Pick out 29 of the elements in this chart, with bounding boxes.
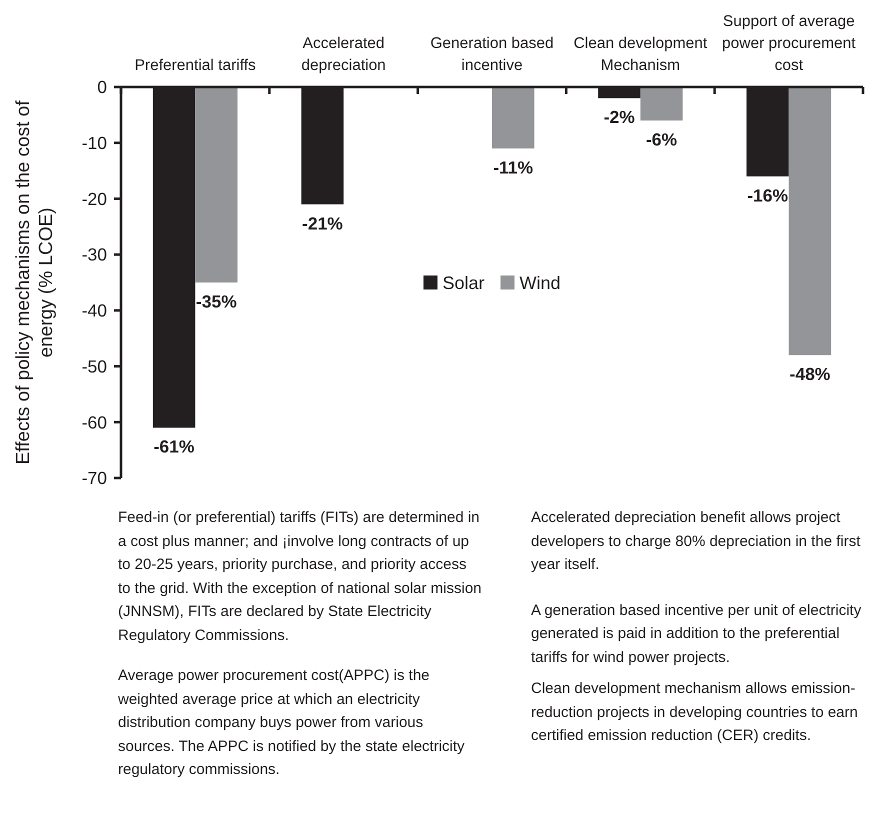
y-tick-label: -10 xyxy=(82,132,108,153)
data-label: -35% xyxy=(196,292,238,312)
y-tick-label: -40 xyxy=(82,300,108,321)
text: A generation based incentive per unit of electricity generated is paid in addition to the preferential tariffs for wind power projects. xyxy=(531,600,862,668)
y-axis-title: Effects of policy mechanisms on the cost of energy (% LCOE) xyxy=(13,100,57,464)
x-tick-label: Preferential tariffs xyxy=(134,57,256,74)
text: Accelerated depreciation benefit allows project developers to charge 80% depreciation in the first year itself. xyxy=(531,508,862,575)
y-tick-label: -20 xyxy=(82,188,108,209)
text: Feed-in (or preferential) tariffs (FITs) are determined in a cost plus manner; and ¡involve long contracts of up to 20-25 years, priority purchase, and priority access to the grid. With the exception of national solar mission (JNNSM), FITs are declared by State Electricity Regulatory Commissions. xyxy=(118,508,483,646)
data-label: -2% xyxy=(604,107,636,128)
data-label: -6% xyxy=(646,130,678,150)
text: Clean development mechanism allows emission-reduction projects in developing countries to earn certified emission reduction (CER) credits. xyxy=(531,679,859,746)
data-label: -11% xyxy=(493,157,534,178)
x-tick-label: Accelerated depreciation xyxy=(301,35,386,74)
y-tick-label: 0 xyxy=(97,77,108,98)
data-label: -61% xyxy=(154,436,195,457)
y-tick-label: -70 xyxy=(82,468,108,488)
legend-label: Solar xyxy=(442,272,485,293)
y-tick-label: -50 xyxy=(82,356,108,376)
legend-label: Wind xyxy=(520,272,561,293)
text: Average power procurement cost(APPC) is the weighted average price at which an electricity distribution company buys power from various sources. The APPC is notified by the state electricity regulatory commissions. xyxy=(118,666,466,780)
y-tick-label: -60 xyxy=(82,412,108,432)
x-tick-label: Generation based incentive xyxy=(430,35,554,74)
data-label: -16% xyxy=(747,185,789,206)
y-tick-label: -30 xyxy=(82,244,108,265)
x-tick-label: Clean development Mechanism xyxy=(574,35,708,74)
data-label: -21% xyxy=(302,213,344,234)
x-tick-label: Support of average power procurement cost xyxy=(722,13,856,74)
data-label: -48% xyxy=(790,364,831,384)
